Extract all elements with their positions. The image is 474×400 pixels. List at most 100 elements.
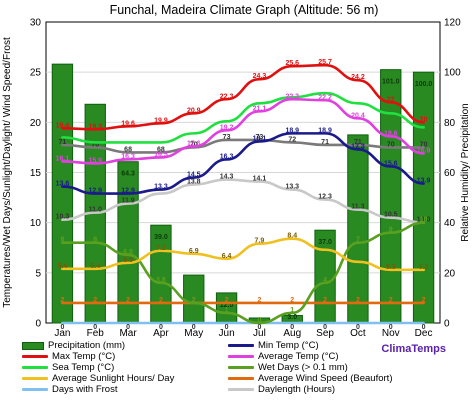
average-temp-c-label: 20.4	[351, 112, 365, 119]
average-sunlight-hours-day-label: 6.0	[123, 257, 133, 264]
x-tick-label: May	[184, 328, 203, 339]
average-wind-speed-beaufort-label: 2	[389, 297, 393, 304]
max-temp-c-label: 22.3	[220, 93, 234, 100]
y-tick-right: 60	[444, 168, 456, 179]
average-wind-speed-beaufort-label: 2	[60, 297, 64, 304]
days-with-frost-label: 0	[225, 324, 229, 331]
average-temp-c-label: 15.9	[88, 157, 102, 164]
daylength-hours-label: 10.0	[417, 217, 431, 224]
wet-days-0-1-mm-label: 8	[93, 237, 97, 244]
wet-days-0-1-mm-label: 3.8	[156, 277, 166, 284]
legend-swatch	[22, 388, 48, 391]
y-axis-left-label: Temperatures/Wet Days/Sunlight/Daylight/…	[2, 37, 13, 308]
days-with-frost-label: 0	[93, 324, 97, 331]
average-wind-speed-beaufort-label: 2	[225, 297, 229, 304]
daylength-hours-label: 10.5	[384, 212, 398, 219]
x-tick-label: Dec	[415, 328, 433, 339]
days-with-frost-label: 0	[290, 324, 294, 331]
max-temp-c-label: 19.4	[56, 122, 70, 129]
days-with-frost-label: 0	[422, 324, 426, 331]
average-sunlight-hours-day-label: 5.3	[419, 264, 429, 271]
y-tick-left: 15	[30, 168, 42, 179]
average-temp-c-label: 22.3	[285, 93, 299, 100]
average-sunlight-hours-day-line	[61, 237, 425, 272]
min-temp-c-label: 18.9	[318, 127, 332, 134]
days-with-frost-label: 0	[60, 324, 64, 331]
max-temp-c-label: 22	[387, 96, 395, 103]
days-with-frost-label: 0	[323, 324, 327, 331]
legend-swatch	[22, 355, 48, 358]
relative-humidity-label: 70	[190, 141, 198, 148]
relative-humidity-label: 70	[387, 141, 395, 148]
max-temp-c-label: 25.6	[285, 60, 299, 67]
days-with-frost-label: 0	[159, 324, 163, 331]
average-sunlight-hours-day-label: 6.4	[222, 253, 232, 260]
precipitation-label: 101.0	[382, 79, 400, 86]
x-tick-label: Aug	[283, 328, 301, 339]
daylength-hours-label: 11.3	[351, 204, 364, 211]
average-temp-c-label: 19.2	[220, 124, 234, 131]
legend-swatch	[228, 366, 254, 369]
x-tick-label: Jan	[54, 328, 70, 339]
legend-label: Daylength (Hours)	[258, 384, 336, 395]
precipitation-bar	[380, 69, 402, 324]
daylength-hours-line	[61, 178, 425, 224]
precipitation-label: 37.0	[318, 239, 332, 246]
y-axis-right-label: Relative Humidity/ Precipitation	[460, 103, 471, 241]
average-wind-speed-beaufort-label: 2	[192, 297, 196, 304]
daylength-hours-label: 10.3	[56, 214, 70, 221]
precipitation-label: 64.3	[121, 171, 135, 178]
x-tick-label: Feb	[87, 328, 105, 339]
average-sunlight-hours-day-label: 8.4	[287, 233, 297, 240]
legend-label: Max Temp (°C)	[52, 351, 116, 362]
min-temp-c-label: 18.1	[253, 135, 267, 142]
relative-humidity-label: 71	[354, 139, 362, 146]
average-wind-speed-beaufort-label: 2	[257, 297, 261, 304]
legend-label: Min Temp (°C)	[258, 340, 319, 351]
legend-item: Average Temp (°C)	[228, 351, 339, 362]
chart-legend: Precipitation (mm) Min Temp (°C) Max Temp …	[22, 340, 462, 398]
average-temp-c-label: 18.6	[384, 130, 398, 137]
chart-title: Funchal, Madeira Climate Graph (Altitude…	[110, 3, 379, 17]
legend-swatch	[228, 355, 254, 358]
min-temp-c-label: 14.5	[187, 172, 201, 179]
legend-item: Min Temp (°C)	[228, 340, 319, 351]
average-temp-c-line	[61, 97, 425, 165]
relative-humidity-label: 73	[223, 134, 231, 141]
y-tick-right: 120	[444, 18, 461, 29]
legend-swatch	[228, 388, 254, 391]
wet-days-0-1-mm-label: 2	[192, 297, 196, 304]
x-tick-label: Apr	[153, 328, 169, 339]
legend-item: Wet Days (> 0.1 mm)	[228, 362, 348, 373]
legend-label: Sea Temp (°C)	[52, 362, 115, 373]
average-temp-c-label: 17.6	[187, 140, 201, 147]
wet-days-0-1-mm-label: 1	[290, 307, 294, 314]
days-with-frost-label: 0	[389, 324, 393, 331]
relative-humidity-label: 71	[59, 139, 67, 146]
min-temp-c-label: 13.6	[56, 181, 70, 188]
y-tick-left: 20	[30, 118, 42, 129]
sea-temp-c-line	[61, 91, 425, 144]
daylength-hours-label: 14.3	[220, 174, 234, 181]
y-tick-right: 40	[444, 218, 456, 229]
days-with-frost-label: 0	[126, 324, 130, 331]
daylength-hours-label: 11.9	[121, 198, 134, 205]
average-sunlight-hours-day-label: 7.2	[156, 245, 166, 252]
legend-item: Daylength (Hours)	[228, 384, 335, 395]
max-temp-c-label: 19.3	[88, 123, 102, 130]
legend-item: Precipitation (mm)	[22, 340, 125, 351]
legend-label: Wet Days (> 0.1 mm)	[258, 362, 348, 373]
wet-days-0-1-mm-label: 10	[420, 217, 428, 224]
average-wind-speed-beaufort-label: 2	[159, 297, 163, 304]
y-tick-right: 20	[444, 268, 456, 279]
daylength-hours-label: 14.1	[253, 176, 267, 183]
legend-swatch	[22, 377, 48, 380]
min-temp-c-label: 12.9	[121, 188, 135, 195]
average-temp-c-label: 22.2	[318, 94, 332, 101]
min-temp-c-label: 17.3	[351, 143, 365, 150]
legend-item: Max Temp (°C)	[22, 351, 115, 362]
wet-days-0-1-mm-label: 0	[257, 317, 261, 324]
precipitation-bar	[347, 134, 369, 324]
min-temp-c-label: 13.3	[154, 184, 168, 191]
y-tick-left: 0	[35, 319, 41, 330]
